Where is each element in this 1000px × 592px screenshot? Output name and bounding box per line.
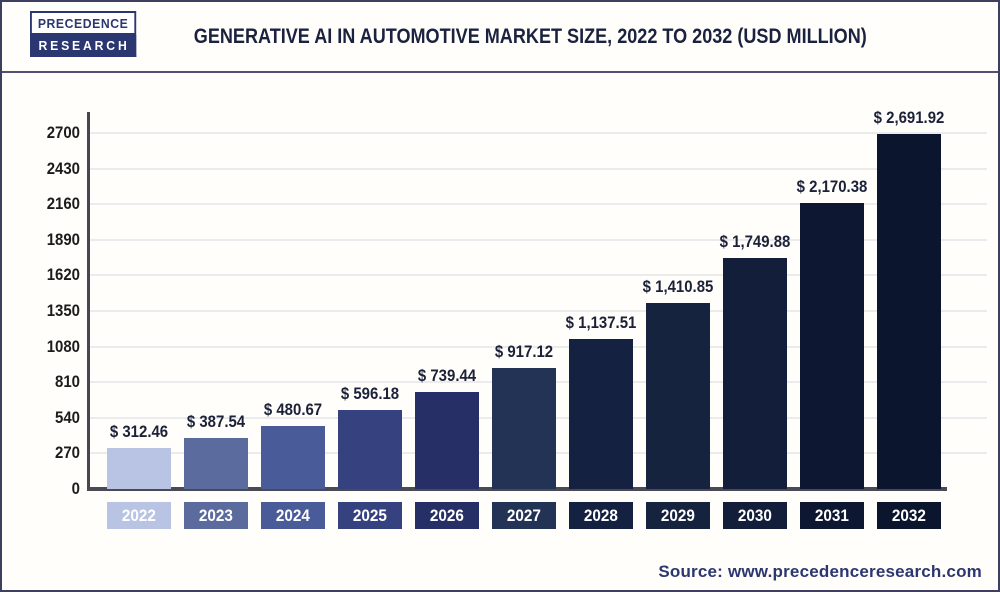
x-tick-label: 2023 xyxy=(198,505,234,525)
chart-title: Generative AI in Automotive Market Size,… xyxy=(193,24,867,48)
x-axis-line xyxy=(87,487,947,491)
x-tick-label: 2022 xyxy=(121,505,157,525)
bar-value-label: $ 387.54 xyxy=(186,411,246,431)
gridline xyxy=(89,274,987,277)
y-tick-label: 270 xyxy=(55,443,80,463)
x-tick-label: 2025 xyxy=(352,505,388,525)
x-tick-label: 2029 xyxy=(660,505,696,525)
x-tick-label: 2024 xyxy=(275,505,311,525)
y-tick-label: 540 xyxy=(55,407,80,427)
x-tick-box: 2029 xyxy=(646,502,710,529)
x-tick-box: 2024 xyxy=(261,502,325,529)
x-tick-box: 2032 xyxy=(877,502,941,529)
gridline xyxy=(89,238,987,241)
x-tick-box: 2025 xyxy=(338,502,402,529)
bar xyxy=(800,202,864,489)
y-tick-label: 2700 xyxy=(46,123,80,142)
y-tick-label: 0 xyxy=(71,479,80,498)
precedence-research-logo: Precedence Research xyxy=(30,11,143,57)
x-tick-box: 2028 xyxy=(569,502,633,529)
bar xyxy=(877,134,941,489)
x-tick-label: 2031 xyxy=(814,505,850,525)
y-tick-label: 810 xyxy=(55,372,80,392)
gridline xyxy=(89,167,987,170)
bar-value-label: $ 2,170.38 xyxy=(796,176,868,196)
x-tick-label: 2032 xyxy=(891,505,927,525)
bar-value-label: $ 480.67 xyxy=(263,399,323,419)
bar xyxy=(569,339,633,489)
x-tick-box: 2030 xyxy=(723,502,787,529)
y-axis-line xyxy=(87,112,90,491)
bar xyxy=(184,437,248,489)
bar-value-label: $ 312.46 xyxy=(109,421,169,441)
bar-value-label: $ 739.44 xyxy=(417,365,477,385)
x-tick-label: 2026 xyxy=(429,505,465,525)
bar xyxy=(107,447,171,489)
bar-value-label: $ 596.18 xyxy=(340,384,400,404)
logo-line2: Research xyxy=(30,35,137,57)
x-tick-box: 2031 xyxy=(800,502,864,529)
x-tick-box: 2023 xyxy=(184,502,248,529)
bar xyxy=(415,391,479,489)
bar-value-label: $ 1,749.88 xyxy=(719,232,791,252)
gridline xyxy=(89,345,987,348)
bar xyxy=(261,425,325,489)
bar xyxy=(492,368,556,489)
bar-value-label: $ 917.12 xyxy=(494,342,554,362)
y-tick-label: 1620 xyxy=(46,265,80,285)
bar xyxy=(723,258,787,489)
logo-line1: Precedence xyxy=(30,11,137,35)
source-attribution: Source: www.precedenceresearch.com xyxy=(658,562,982,581)
x-tick-label: 2030 xyxy=(737,505,773,525)
gridline xyxy=(89,132,987,134)
x-tick-box: 2027 xyxy=(492,502,556,529)
bar-value-label: $ 1,137.51 xyxy=(565,313,637,333)
y-tick-label: 1350 xyxy=(46,301,80,320)
x-tick-box: 2022 xyxy=(107,502,171,529)
gridline xyxy=(89,310,987,312)
x-tick-label: 2027 xyxy=(506,505,542,525)
bar xyxy=(338,410,402,489)
bar xyxy=(646,302,710,489)
bar-value-label: $ 1,410.85 xyxy=(642,276,714,296)
bar-value-label: $ 2,691.92 xyxy=(873,108,945,128)
x-tick-label: 2028 xyxy=(583,505,619,525)
y-tick-label: 1890 xyxy=(46,229,80,249)
gridline xyxy=(89,203,987,206)
y-tick-label: 1080 xyxy=(46,336,80,356)
header: Precedence Research Generative AI in Aut… xyxy=(2,2,998,73)
x-tick-box: 2026 xyxy=(415,502,479,529)
y-tick-label: 2160 xyxy=(46,194,80,214)
y-tick-label: 2430 xyxy=(46,158,80,178)
